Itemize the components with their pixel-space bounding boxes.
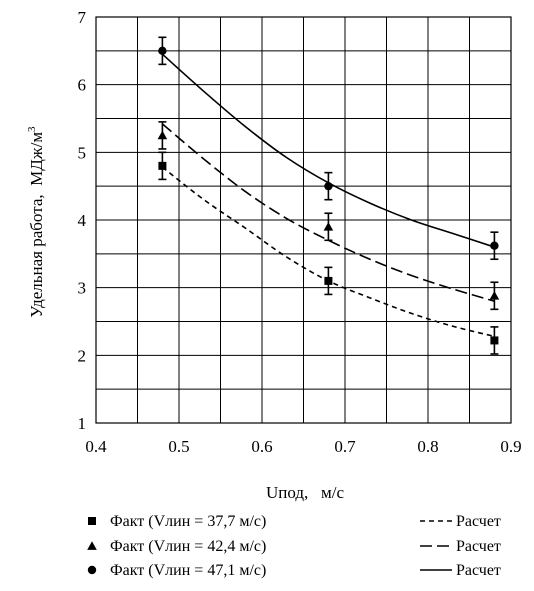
square-marker	[88, 517, 96, 525]
x-tick-label: 0.6	[251, 437, 272, 456]
triangle-marker	[323, 221, 334, 231]
legend-label: Расчет	[456, 513, 501, 530]
y-tick-label: 5	[78, 143, 87, 162]
y-tick-label: 7	[78, 8, 87, 27]
tick-labels: 0.4 0.5 0.6 0.7 0.8 0.9 1 2 3 4 5 6 7	[78, 8, 522, 456]
y-axis-label-text: Удельная работа, МДж/м	[27, 132, 46, 318]
circle-marker	[87, 565, 97, 575]
y-tick-label: 6	[78, 76, 87, 95]
y-tick-label: 3	[78, 279, 87, 298]
legend-label: Факт (Vлин = 47,1 м/с)	[110, 562, 266, 579]
x-axis-label: Uпод, м/с	[266, 483, 345, 502]
x-tick-label: 0.7	[334, 437, 356, 456]
triangle-marker	[87, 541, 97, 550]
legend-label: Расчет	[456, 562, 501, 579]
square-marker	[490, 336, 499, 345]
plot-frame	[95, 16, 512, 424]
square-marker	[324, 276, 333, 285]
y-tick-label: 2	[78, 346, 87, 365]
circle-marker	[324, 181, 333, 191]
data-points	[157, 36, 500, 355]
x-tick-label: 0.5	[168, 437, 189, 456]
triangle-marker	[489, 290, 500, 300]
x-tick-label: 0.9	[500, 437, 521, 456]
y-axis-label-superscript: 3	[26, 126, 38, 132]
grid	[95, 16, 512, 424]
legend-label: Факт (Vлин = 37,7 м/с)	[110, 513, 266, 530]
square-marker	[158, 161, 167, 170]
circle-marker	[158, 46, 167, 56]
x-tick-label: 0.8	[417, 437, 438, 456]
fit-line-long-dash	[161, 123, 495, 302]
circle-marker	[490, 241, 499, 250]
y-tick-label: 4	[78, 211, 87, 230]
legend-label: Факт (Vлин = 42,4 м/с)	[110, 538, 266, 555]
triangle-marker	[157, 130, 168, 140]
legend: Факт (Vлин = 37,7 м/с) Факт (Vлин = 42,4 …	[87, 513, 501, 579]
x-tick-label: 0.4	[85, 437, 107, 456]
axis-labels: Uпод, м/с Удельная работа, МДж/м3	[26, 126, 344, 502]
legend-label: Расчет	[456, 538, 501, 555]
y-axis-label: Удельная работа, МДж/м3	[26, 126, 46, 318]
y-tick-label: 1	[78, 414, 87, 433]
